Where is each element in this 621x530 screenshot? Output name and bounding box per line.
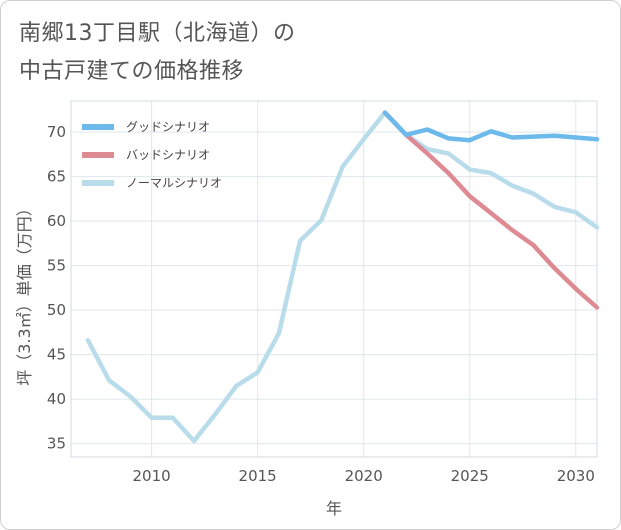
chart-title-line2: 中古戸建ての価格推移 — [19, 59, 245, 84]
y-tick-labels: 35 40 45 50 55 60 65 70 — [47, 123, 66, 453]
x-tick-label: 2030 — [557, 467, 595, 485]
x-tick-label: 2015 — [239, 467, 277, 485]
chart-title: 南郷13丁目駅（北海道）の 中古戸建ての価格推移 — [19, 15, 296, 91]
y-tick-label: 35 — [47, 435, 66, 453]
chart-title-line1: 南郷13丁目駅（北海道）の — [19, 21, 296, 46]
x-tick-label: 2010 — [133, 467, 171, 485]
y-tick-label: 40 — [47, 390, 66, 408]
legend-label-1: バッドシナリオ — [126, 148, 210, 162]
y-tick-label: 55 — [47, 257, 66, 275]
x-tick-label: 2020 — [345, 467, 383, 485]
y-axis-label: 坪（3.3㎡）単価（万円） — [15, 200, 34, 385]
y-tick-label: 70 — [47, 123, 66, 141]
y-tick-label: 65 — [47, 168, 66, 186]
series-line-0 — [382, 110, 600, 143]
y-tick-label: 45 — [47, 346, 66, 364]
y-tick-label: 50 — [47, 301, 66, 319]
x-tick-labels: 2010 2015 2020 2025 2030 — [133, 467, 595, 485]
legend-label-2: ノーマルシナリオ — [126, 176, 222, 190]
x-axis-label: 年 — [326, 499, 342, 518]
series-layer — [85, 110, 600, 444]
legend-label-0: グッドシナリオ — [126, 120, 210, 134]
series-line-1 — [382, 110, 600, 310]
plot-frame — [70, 100, 598, 458]
y-tick-label: 60 — [47, 212, 66, 230]
x-tick-label: 2025 — [451, 467, 489, 485]
series-line-2 — [85, 110, 600, 444]
grid — [71, 101, 597, 457]
